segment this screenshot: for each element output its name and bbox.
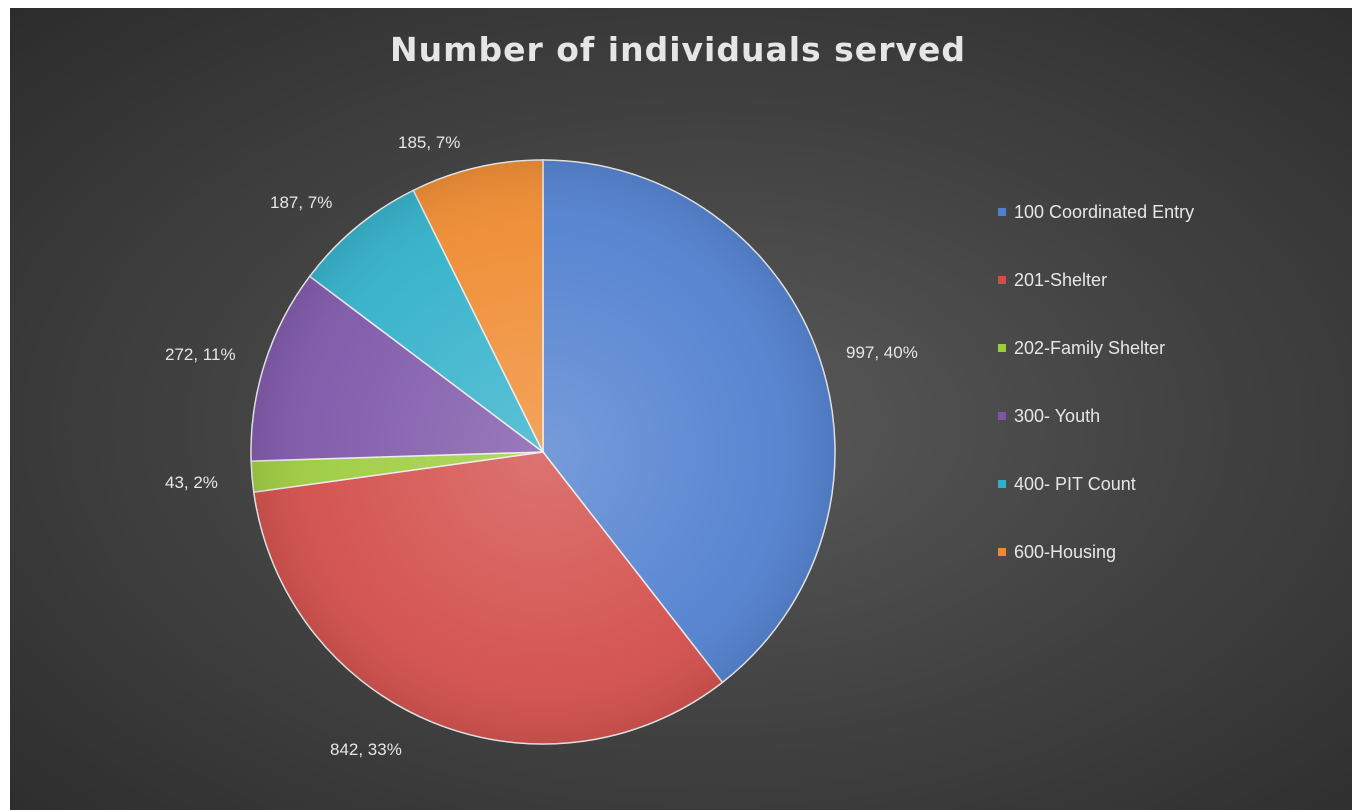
legend-item-2: 201-Shelter [998,270,1338,338]
legend-label: 400- PIT Count [1014,474,1136,494]
legend-swatch [998,208,1006,216]
chart-title: Number of individuals served [390,30,966,69]
data-label-2: 842, 33% [330,740,402,759]
legend-swatch [998,344,1006,352]
legend-label: 202-Family Shelter [1014,338,1166,358]
data-label-6: 185, 7% [398,133,461,152]
legend: 100 Coordinated Entry 201-Shelter 202-Fami… [998,202,1338,610]
legend-label: 100 Coordinated Entry [1014,202,1195,222]
legend-swatch [998,480,1006,488]
legend-item-5: 400- PIT Count [998,474,1338,542]
legend-item-3: 202-Family Shelter [998,338,1338,406]
data-label-1: 997, 40% [846,343,918,362]
legend-item-1: 100 Coordinated Entry [998,202,1338,270]
data-label-4: 272, 11% [165,345,236,364]
legend-label: 600-Housing [1014,542,1117,562]
legend-swatch [998,412,1006,420]
legend-label: 201-Shelter [1014,270,1108,290]
data-label-3: 43, 2% [165,473,218,492]
legend-label: 300- Youth [1014,406,1101,426]
legend-item-4: 300- Youth [998,406,1338,474]
legend-item-6: 600-Housing [998,542,1338,610]
legend-swatch [998,548,1006,556]
data-label-5: 187, 7% [270,193,333,212]
legend-swatch [998,276,1006,284]
